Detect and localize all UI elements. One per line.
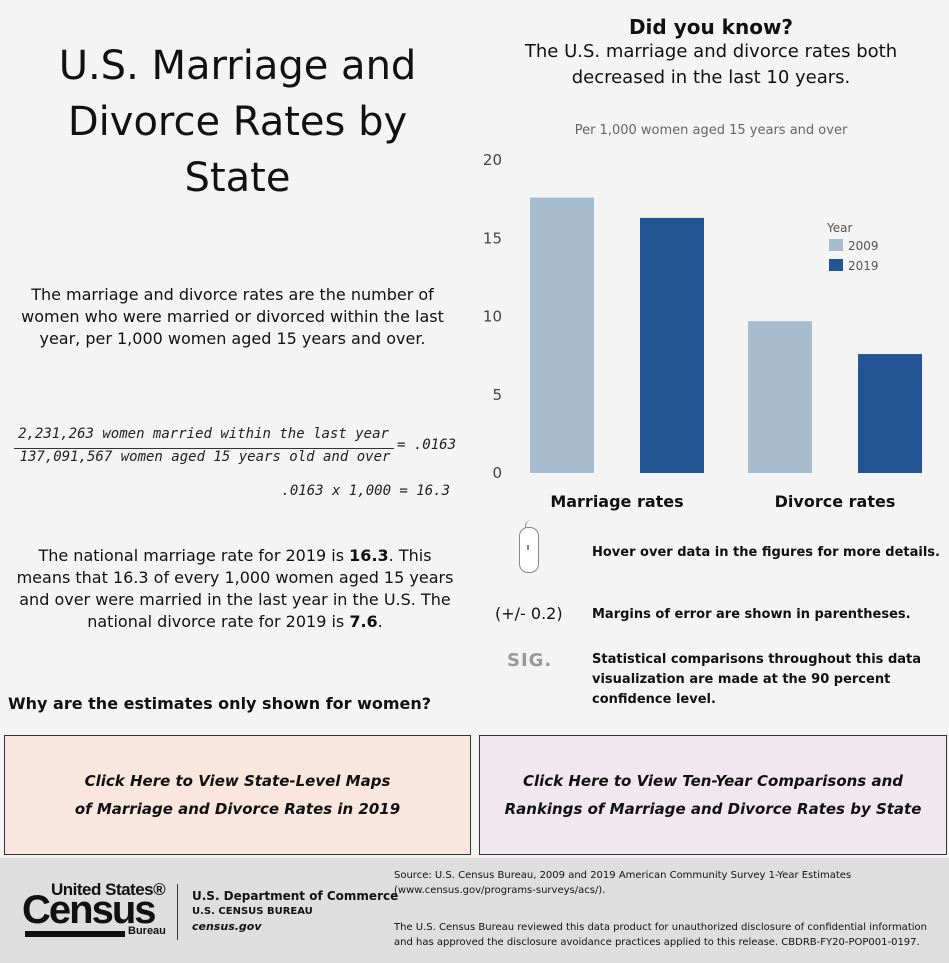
legend-title: Year — [826, 221, 852, 235]
logo-divider — [177, 884, 178, 940]
state-maps-line-1: Click Here to View State-Level Maps — [84, 772, 391, 790]
national-marriage-rate: 16.3 — [349, 546, 389, 565]
mouse-cord — [525, 520, 532, 530]
source-note: Source: U.S. Census Bureau, 2009 and 201… — [394, 870, 852, 896]
legend-swatch[interactable] — [829, 259, 843, 271]
formula-numerator: 2,231,263 women married within the last … — [18, 426, 389, 442]
national-text-3: . — [377, 612, 383, 631]
bar-2009-0[interactable]: Marriage rates 2009: 17.6 — [530, 197, 594, 473]
sig-note: Statistical comparisons throughout this … — [592, 652, 922, 707]
bureau-name: U.S. CENSUS BUREAU — [192, 906, 313, 917]
rates-bar-chart[interactable]: 0 5 10 15 20 Marriage rates 2009: 17.6 Marriag… — [470, 140, 940, 520]
moe-symbol: (+/- 0.2) — [495, 604, 563, 623]
x-category-label: Marriage rates — [550, 492, 683, 511]
why-women-link[interactable]: Why are the estimates only shown for wom… — [8, 694, 432, 713]
national-text-2: . This means that 16.3 of every 1,000 wo… — [16, 546, 454, 631]
national-divorce-rate: 7.6 — [349, 612, 378, 631]
did-you-know-text: The U.S. marriage and divorce rates both… — [524, 41, 898, 88]
footer — [0, 858, 949, 963]
census-logo-top: United States® — [51, 880, 166, 899]
mouse-icon — [519, 527, 539, 573]
y-tick-label: 5 — [492, 386, 502, 404]
state-maps-button[interactable]: Click Here to View State-Level Maps of M… — [4, 735, 471, 855]
census-logo[interactable]: Census — [22, 888, 156, 932]
moe-note: Margins of error are shown in parenthese… — [592, 607, 911, 622]
legend-label: 2019 — [848, 259, 879, 273]
chart-subtitle: Per 1,000 women aged 15 years and over — [574, 123, 848, 138]
formula-result: = .0163 — [397, 437, 457, 453]
fraction-bar — [14, 448, 394, 449]
rate-definition: The marriage and divorce rates are the n… — [21, 285, 444, 348]
ten-year-comparisons-button[interactable]: Click Here to View Ten-Year Comparisons … — [479, 735, 947, 855]
y-tick-label: 15 — [483, 229, 502, 247]
page-title: U.S. Marriage and Divorce Rates by State — [58, 43, 417, 201]
bar-2019-0[interactable]: Marriage rates 2019: 16.3 — [640, 217, 704, 473]
legend-swatch[interactable] — [829, 239, 843, 251]
did-you-know-title: Did you know? — [628, 15, 794, 39]
disclaimer-note: The U.S. Census Bureau reviewed this dat… — [394, 922, 927, 948]
bar-2019-1[interactable]: Divorce rates 2019: 7.6 — [858, 354, 922, 473]
census-logo-bureau: Bureau — [128, 925, 166, 937]
dept-name: U.S. Department of Commerce — [192, 889, 399, 903]
formula-denominator: 137,091,567 women aged 15 years old and … — [19, 449, 391, 465]
mouse-wheel — [527, 545, 529, 550]
legend-label: 2009 — [848, 239, 879, 253]
formula-calculation: .0163 x 1,000 = 16.3 — [281, 483, 450, 499]
logo-underline — [25, 931, 125, 937]
y-tick-label: 0 — [492, 464, 502, 482]
national-text-1: The national marriage rate for 2019 is — [38, 546, 350, 565]
y-tick-label: 20 — [483, 151, 502, 169]
bar-2009-1[interactable]: Divorce rates 2009: 9.7 — [748, 321, 812, 473]
national-rate-text: The national marriage rate for 2019 is 1… — [15, 545, 455, 633]
sig-symbol: SIG. — [507, 650, 553, 671]
comparisons-line-1: Click Here to View Ten-Year Comparisons … — [522, 772, 903, 790]
y-tick-label: 10 — [483, 308, 502, 326]
x-category-label: Divorce rates — [775, 492, 896, 511]
census-site-link[interactable]: census.gov — [192, 920, 262, 933]
state-maps-line-2: of Marriage and Divorce Rates in 2019 — [74, 800, 401, 818]
hover-note: Hover over data in the figures for more … — [592, 545, 940, 560]
comparisons-line-2: Rankings of Marriage and Divorce Rates b… — [504, 800, 922, 818]
